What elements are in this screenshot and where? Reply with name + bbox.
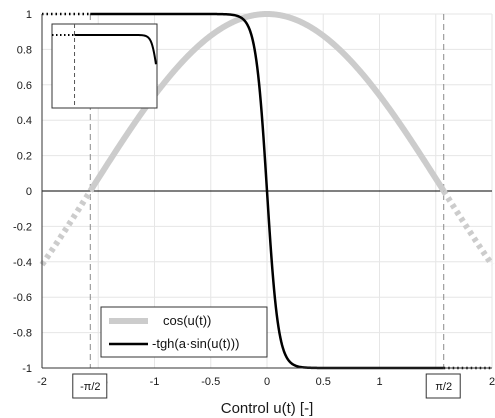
y-tick-label: 1	[26, 9, 32, 21]
inset-plot	[51, 23, 158, 109]
y-tick-label: 0.2	[17, 151, 32, 163]
x-tick-label: 0.5	[316, 376, 331, 388]
boundary-label: π/2	[435, 381, 452, 393]
y-tick-label: -1	[22, 363, 32, 375]
x-axis-title: Control u(t) [-]	[221, 400, 314, 417]
x-tick-label: 0	[264, 376, 270, 388]
inset-series-solid	[74, 33, 157, 65]
x-tick-label: -1	[150, 376, 160, 388]
series-line-dotted-right	[441, 189, 495, 267]
y-tick-label: -0.2	[13, 221, 32, 233]
boundary-label-box	[72, 373, 108, 399]
legend: cos(u(t)) -tgh(a·sin(u(t)))	[100, 306, 268, 358]
x-tick-label: -2	[37, 376, 47, 388]
y-tick-label: -0.8	[13, 328, 32, 340]
inset-frame	[51, 23, 158, 109]
boundary-marker-lines	[89, 14, 445, 368]
y-tick-label: -0.6	[13, 292, 32, 304]
legend-box	[100, 306, 268, 358]
y-tick-label: 0.4	[17, 115, 32, 127]
y-tick-label: -0.4	[13, 257, 32, 269]
axes	[41, 14, 492, 369]
x-tick-label: 1	[376, 376, 382, 388]
legend-label-cos: cos(u(t))	[163, 313, 211, 328]
boundary-marker-labels: -π/2 π/2	[72, 373, 461, 399]
boundary-label-box	[425, 373, 461, 399]
y-tick-label: 0.6	[17, 80, 32, 92]
series-line-dotted-left	[39, 189, 93, 267]
x-tick-label: 2	[489, 376, 495, 388]
x-tick-label: -0.5	[201, 376, 220, 388]
boundary-label: -π/2	[80, 381, 100, 393]
legend-label-tgh: -tgh(a·sin(u(t)))	[152, 336, 239, 351]
y-tick-label: 0.8	[17, 44, 32, 56]
y-tick-label: 0	[26, 186, 32, 198]
y-tick-labels: 1 0.8 0.6 0.4 0.2 0 -0.2 -0.4 -0.6 -0.8 -1	[13, 9, 32, 375]
